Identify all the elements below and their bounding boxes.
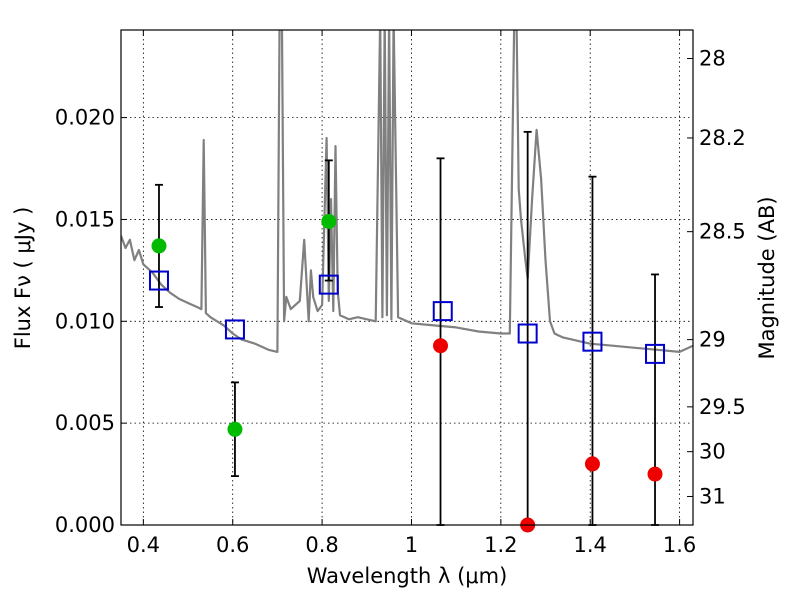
- right-tick-label: 31: [699, 484, 726, 508]
- model-band-flux-point: [318, 274, 339, 295]
- right-tick-label: 28.5: [699, 220, 746, 244]
- y-tick-label: 0.005: [55, 411, 115, 435]
- detected-flux-point: [151, 238, 167, 254]
- model-band-flux-point: [645, 343, 666, 364]
- right-tick-label: 29.5: [699, 395, 746, 419]
- data-layer: [121, 30, 693, 353]
- x-tick-label: 1.2: [484, 533, 517, 557]
- right-tick-label: 30: [699, 440, 726, 464]
- x-tick-label: 0.8: [305, 533, 338, 557]
- detected-flux-point: [321, 213, 337, 229]
- upper-limit-flux-point: [433, 338, 449, 354]
- detected-flux-point: [227, 421, 243, 437]
- x-tick-label: 1.6: [663, 533, 696, 557]
- axes: 0.4 0.6 0.8 1 1.2 1.4 1.6 0.000 0.005 0.010 0.015 0…: [55, 30, 746, 557]
- y-tick-label: 0.020: [55, 106, 115, 130]
- model-band-flux-point: [432, 301, 453, 322]
- right-tick-label: 28: [699, 47, 726, 71]
- model-band-flux-point: [517, 323, 538, 344]
- plot-frame: [120, 29, 694, 526]
- x-tick-label: 1: [405, 533, 418, 557]
- x-tick-label: 0.6: [216, 533, 249, 557]
- x-tick-label: 0.4: [127, 533, 160, 557]
- right-tick-label: 29: [699, 328, 726, 352]
- plot-background: [121, 30, 693, 525]
- marker-layer: [148, 130, 666, 533]
- upper-limit-flux-point: [647, 466, 663, 482]
- y-tick-label: 0.000: [55, 513, 115, 537]
- right-tick-label: 28.2: [699, 126, 746, 150]
- model-band-flux-point: [224, 319, 245, 340]
- y-tick-label: 0.010: [55, 309, 115, 333]
- y-axis-title-right: Magnitude (AB): [755, 196, 779, 359]
- x-tick-label: 1.4: [574, 533, 607, 557]
- model-band-flux-point: [582, 331, 603, 352]
- model-spectrum-line: [121, 30, 693, 353]
- upper-limit-flux-point: [584, 456, 600, 472]
- model-band-flux-point: [148, 270, 169, 291]
- x-axis-title: Wavelength λ (μm): [307, 564, 508, 588]
- y-axis-title: Flux Fν ( μJy ): [11, 207, 35, 350]
- y-tick-label: 0.015: [55, 207, 115, 231]
